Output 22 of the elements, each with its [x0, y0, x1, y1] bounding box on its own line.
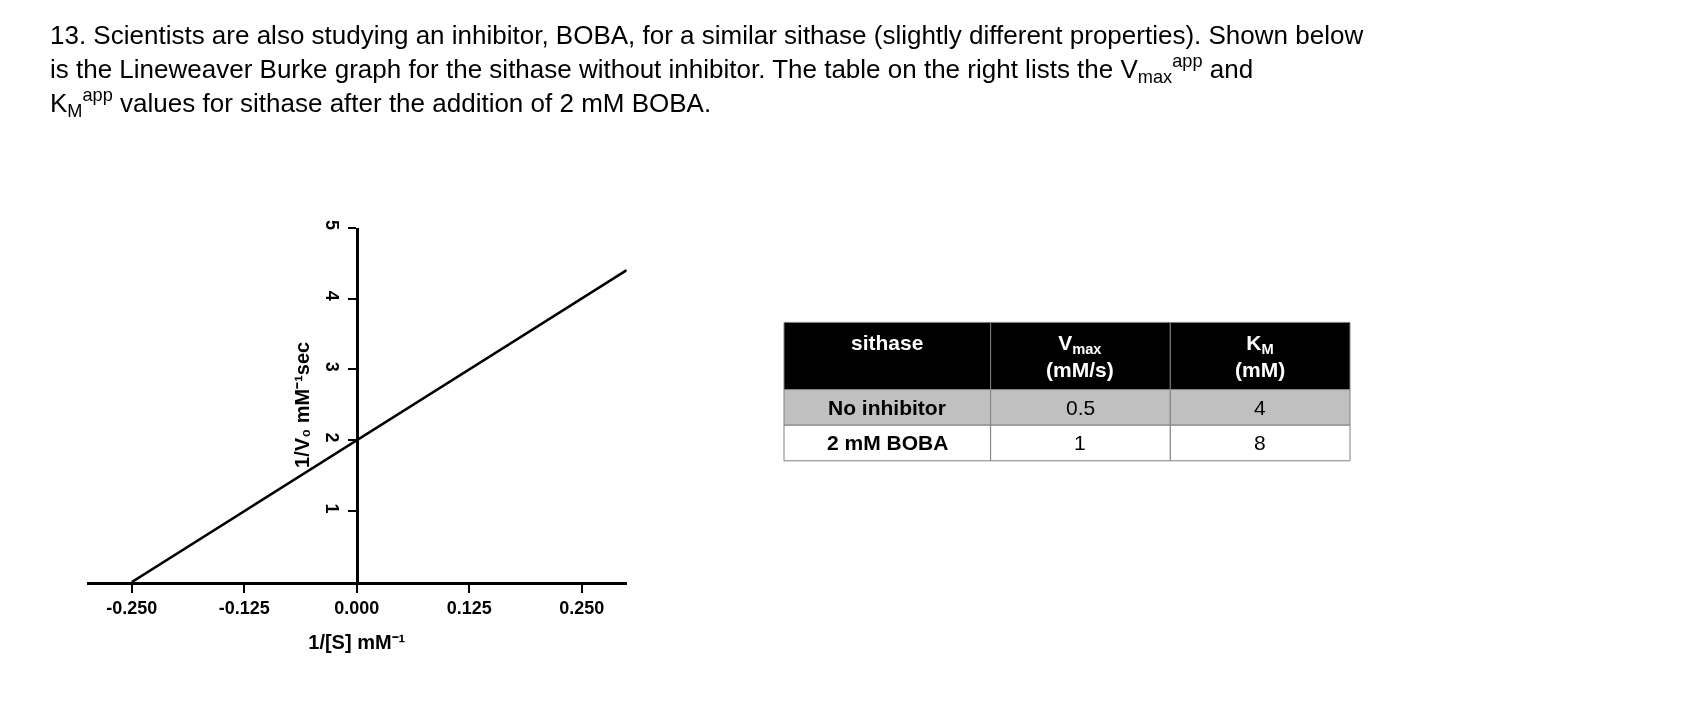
y-axis-title: 1/V₀ mM⁻¹sec	[290, 341, 313, 468]
y-tick-label: 1	[322, 503, 343, 514]
x-tick-label: 0.125	[446, 598, 492, 619]
x-tick-label: 0.250	[559, 598, 605, 619]
y-tick-label: 5	[322, 219, 343, 230]
text: 0.5	[1066, 396, 1096, 419]
text: 8	[1254, 431, 1266, 454]
text: 4	[1254, 396, 1266, 419]
x-tick-label: 0.000	[334, 598, 380, 619]
y-tick-label: 3	[322, 361, 343, 372]
category-label: V$_{max}$ (mM/s)	[1046, 331, 1114, 382]
category-label: No inhibitor	[828, 396, 946, 419]
category-label: K$_{M}$ (mM)	[1235, 331, 1286, 382]
chart-title: 13. Scientists are also studying an inhibitor, BOBA, for a similar sithase (slightly different properties). Shown below is the Lineweaver Burke graph for the sithase without inhibitor. The table on the right lists the V$_{max}$$^{app}$ and K$_{M}$$^{app}$ values for sithase after the addition of 2 mM BOBA.	[50, 20, 1364, 122]
x-axis-title: 1/[S] mM⁻¹	[308, 630, 406, 653]
x-tick-label: -0.125	[218, 598, 270, 619]
x-tick-label: -0.250	[106, 598, 158, 619]
text: sithase	[851, 331, 924, 354]
y-tick-label: 4	[322, 290, 343, 301]
y-tick-label: 2	[322, 432, 343, 443]
text: 1	[1074, 431, 1086, 454]
category-label: 2 mM BOBA	[827, 431, 949, 454]
